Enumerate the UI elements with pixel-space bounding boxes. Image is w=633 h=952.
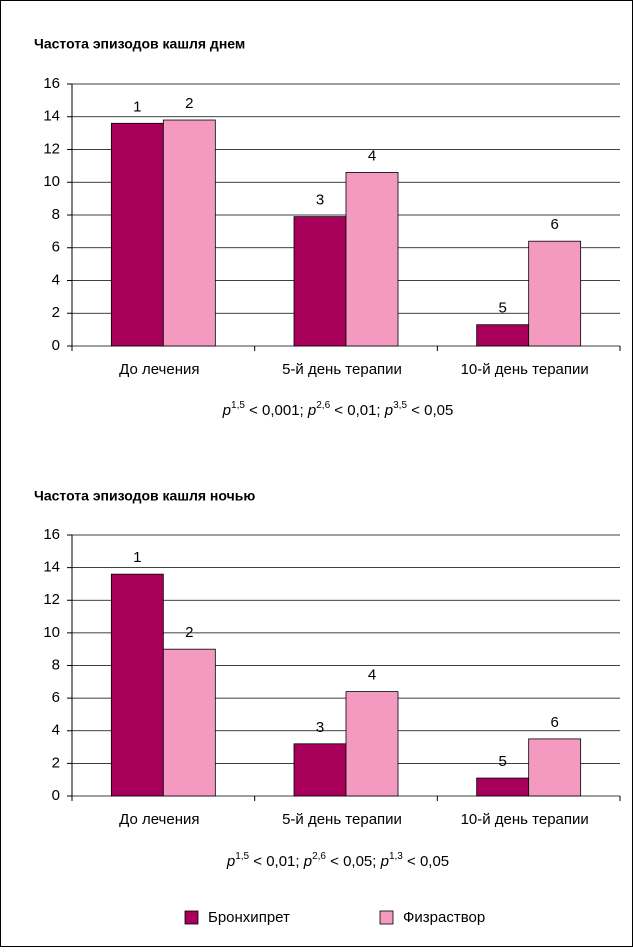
bar bbox=[345, 691, 399, 797]
bar-label: 4 bbox=[368, 147, 376, 164]
chart-title: Частота эпизодов кашля ночью bbox=[34, 488, 255, 504]
note-p: p bbox=[222, 402, 231, 419]
note: p1,5 < 0,01; p2,6 < 0,05; p1,3 < 0,05 bbox=[226, 851, 449, 870]
x-tick-label: 5-й день терапии bbox=[282, 811, 402, 828]
note-text: < 0,01; bbox=[330, 402, 385, 419]
y-tick-label: 8 bbox=[52, 206, 60, 223]
legend-swatch bbox=[184, 910, 199, 925]
note-text: < 0,05 bbox=[407, 402, 453, 419]
chart-title: Частота эпизодов кашля днем bbox=[34, 36, 245, 52]
bar bbox=[162, 648, 216, 797]
bar-label: 6 bbox=[550, 714, 558, 731]
note-p: p bbox=[384, 402, 393, 419]
y-tick-label: 10 bbox=[43, 624, 60, 641]
bar bbox=[110, 122, 164, 347]
note-p: p bbox=[226, 853, 235, 870]
y-tick-label: 2 bbox=[52, 754, 60, 771]
bar bbox=[528, 240, 582, 347]
note-sup: 1,5 bbox=[235, 851, 249, 862]
note-p: p bbox=[303, 853, 312, 870]
note-sup: 2,6 bbox=[312, 851, 326, 862]
bar-label: 5 bbox=[498, 753, 506, 770]
y-tick-label: 2 bbox=[52, 304, 60, 321]
note-text: < 0,001; bbox=[245, 402, 308, 419]
legend-swatch bbox=[379, 910, 394, 925]
y-tick-label: 4 bbox=[52, 722, 60, 739]
bar bbox=[110, 573, 164, 797]
x-tick-label: 10-й день терапии bbox=[461, 811, 589, 828]
y-tick-label: 6 bbox=[52, 239, 60, 256]
bar-label: 4 bbox=[368, 667, 376, 684]
note-text: < 0,01; bbox=[249, 853, 304, 870]
note: p1,5 < 0,001; p2,6 < 0,01; p3,5 < 0,05 bbox=[222, 400, 454, 419]
x-tick-label: 5-й день терапии bbox=[282, 361, 402, 378]
note-p: p bbox=[380, 853, 389, 870]
x-tick-label: 10-й день терапии bbox=[461, 361, 589, 378]
bar bbox=[162, 119, 216, 347]
x-tick-label: До лечения bbox=[119, 361, 199, 378]
y-tick-label: 14 bbox=[43, 108, 60, 125]
bar bbox=[476, 324, 530, 347]
note-sup: 1,5 bbox=[231, 400, 245, 411]
legend-label: Физраствор bbox=[403, 909, 485, 926]
note-sup: 3,5 bbox=[393, 400, 407, 411]
x-tick-label: До лечения bbox=[119, 811, 199, 828]
y-tick-label: 16 bbox=[43, 526, 60, 543]
y-tick-label: 14 bbox=[43, 559, 60, 576]
bar bbox=[293, 216, 347, 347]
bar bbox=[345, 172, 399, 347]
note-p: p bbox=[307, 402, 316, 419]
y-tick-label: 12 bbox=[43, 140, 60, 157]
y-tick-label: 6 bbox=[52, 689, 60, 706]
legend-label: Бронхипрет bbox=[208, 909, 290, 926]
y-tick-label: 8 bbox=[52, 656, 60, 673]
note-sup: 1,3 bbox=[389, 851, 403, 862]
bar bbox=[476, 777, 530, 797]
bar-label: 1 bbox=[133, 98, 141, 115]
bar-label: 6 bbox=[550, 216, 558, 233]
bar-label: 5 bbox=[498, 300, 506, 317]
note-text: < 0,05; bbox=[326, 853, 381, 870]
y-tick-label: 0 bbox=[52, 787, 60, 804]
bar-label: 3 bbox=[316, 719, 324, 736]
bar-label: 2 bbox=[185, 95, 193, 112]
y-tick-label: 10 bbox=[43, 173, 60, 190]
bar bbox=[293, 743, 347, 797]
y-tick-label: 16 bbox=[43, 75, 60, 92]
note-sup: 2,6 bbox=[316, 400, 330, 411]
bar-label: 1 bbox=[133, 549, 141, 566]
y-tick-label: 4 bbox=[52, 271, 60, 288]
y-tick-label: 0 bbox=[52, 337, 60, 354]
bar-label: 2 bbox=[185, 624, 193, 641]
note-text: < 0,05 bbox=[403, 853, 449, 870]
bar bbox=[528, 738, 582, 797]
y-tick-label: 12 bbox=[43, 591, 60, 608]
bar-label: 3 bbox=[316, 192, 324, 209]
